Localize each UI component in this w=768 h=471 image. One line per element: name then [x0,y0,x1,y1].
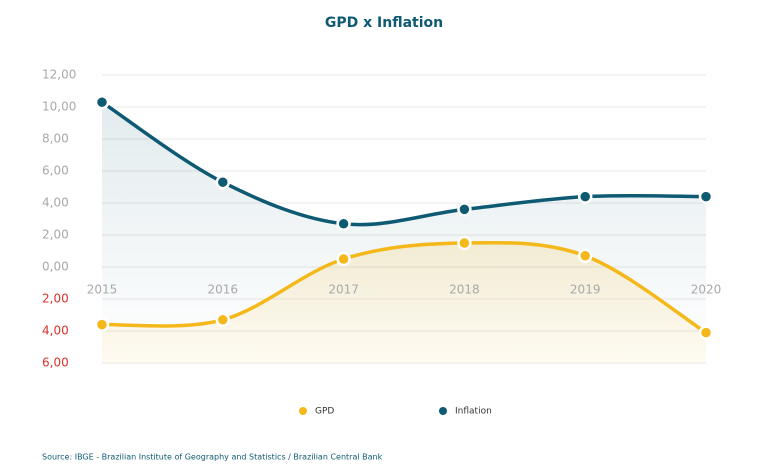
data-point [94,317,110,332]
x-labels: 2015 2016 2017 2018 2019 2020 [87,283,722,297]
data-point [698,325,714,340]
areas [102,102,706,363]
y-tick-label: 6,00 [42,356,69,370]
y-tick-label: 2,00 [42,228,69,242]
data-point [577,189,593,204]
x-tick-label: 2015 [87,283,118,297]
series-line [101,240,707,335]
chart-title: GPD x Inflation [325,15,443,31]
data-point [698,189,714,204]
data-point [577,248,593,264]
y-tick-label: 12,00 [42,68,76,82]
legend-swatch [439,407,447,415]
y-tick-label: 2,00 [42,292,69,306]
legend-label: GPD [315,407,334,417]
points [94,94,714,340]
source-note: Source: IBGE - Brazilian Institute of Ge… [42,453,383,462]
legend-swatch [299,407,307,415]
y-tick-label: 4,00 [42,324,69,338]
x-tick-label: 2020 [691,283,722,297]
data-point [94,94,110,110]
y-tick-label: 4,00 [42,196,69,210]
data-point [457,235,472,251]
y-tick-label: 8,00 [42,132,69,146]
x-tick-label: 2016 [208,283,239,297]
x-tick-label: 2018 [449,283,480,297]
y-tick-label: 0,00 [42,260,69,274]
data-point [457,202,472,217]
legend-label: Inflation [455,407,492,417]
data-point [215,174,231,190]
series-area [102,242,706,363]
x-tick-label: 2019 [570,283,601,297]
data-point [336,251,351,267]
y-tick-label: 6,00 [42,164,69,178]
data-point [215,312,231,328]
x-tick-label: 2017 [328,283,359,297]
data-point [336,216,351,232]
y-tick-label: 10,00 [42,100,76,114]
